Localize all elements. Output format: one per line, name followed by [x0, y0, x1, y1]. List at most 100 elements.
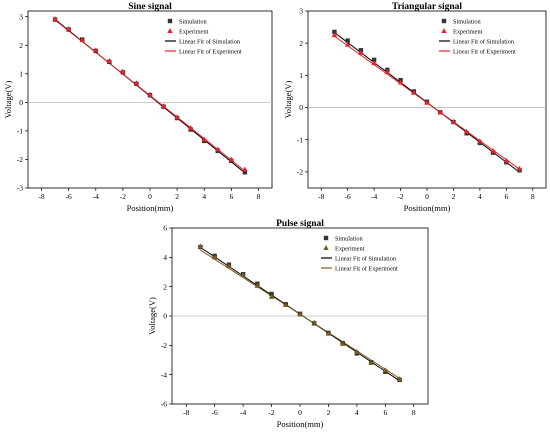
data-point: [242, 166, 248, 172]
legend-entry: Simulation: [179, 18, 207, 25]
x-tick-label: -2: [397, 192, 403, 201]
data-point: [424, 99, 430, 105]
legend-triangle-icon: [167, 28, 173, 33]
legend-triangle-icon: [441, 28, 447, 33]
data-point: [174, 114, 180, 120]
data-point: [215, 146, 221, 152]
x-tick-label: -6: [345, 192, 351, 201]
x-tick-label: 4: [478, 192, 482, 201]
data-point: [240, 271, 246, 277]
data-point: [368, 359, 374, 365]
x-axis-label: Position(mm): [277, 419, 324, 429]
legend-square-icon: [323, 235, 329, 241]
legend-entry: Simulation: [453, 18, 481, 25]
legend-entry: Experiment: [453, 28, 483, 35]
data-point: [160, 103, 167, 109]
data-point: [228, 156, 235, 162]
data-point: [332, 29, 337, 35]
x-tick-label: -6: [212, 408, 218, 417]
x-tick-label: -8: [38, 192, 44, 201]
y-tick-label: 6: [163, 224, 167, 233]
chart-panel-3: Pulse signal -8 -6 -4 -2 0 2 4 6 8 -6 -4 -2 0 2 4 6 Posit…: [147, 219, 429, 429]
y-tick-label: 1: [19, 69, 23, 78]
y-tick-label: -2: [161, 341, 167, 350]
x-tick-label: 0: [298, 408, 302, 417]
x-tick-label: -2: [120, 192, 126, 201]
x-tick-label: 0: [148, 192, 152, 201]
x-tick-label: 0: [425, 192, 429, 201]
legend-entry: Linear Fit of Experiment: [453, 48, 516, 55]
y-tick-label: 3: [299, 7, 303, 16]
data-point: [226, 263, 232, 269]
data-point: [242, 170, 248, 175]
data-point: [490, 147, 496, 153]
x-axis-label: Position(mm): [404, 203, 451, 213]
x-tick-label: -8: [183, 408, 189, 417]
y-tick-label: 2: [299, 39, 303, 48]
x-tick-label: 6: [383, 408, 387, 417]
data-point: [463, 128, 470, 134]
y-tick-label: -1: [297, 135, 303, 144]
data-point: [133, 80, 140, 86]
legend-square-icon: [441, 18, 447, 24]
data-point: [345, 38, 350, 43]
data-point: [268, 293, 275, 299]
x-tick-label: 6: [504, 192, 508, 201]
y-tick-label: 2: [19, 41, 23, 50]
x-tick-label: -6: [66, 192, 72, 201]
y-tick-label: -2: [17, 155, 23, 164]
chart-title: Triangular signal: [392, 2, 462, 12]
x-tick-label: 8: [531, 192, 535, 201]
data-point: [65, 25, 72, 31]
data-point: [397, 79, 404, 85]
x-tick-label: 4: [355, 408, 359, 417]
y-tick-label: 3: [19, 12, 23, 21]
data-point: [344, 41, 351, 47]
data-point: [211, 254, 218, 260]
data-point: [79, 37, 85, 43]
data-point: [339, 340, 346, 346]
legend-entry: Simulation: [335, 235, 363, 242]
legend-entry: Linear Fit of Simulation: [453, 38, 515, 45]
data-point: [331, 32, 338, 38]
data-point: [437, 109, 443, 115]
y-tick-label: -3: [17, 184, 23, 193]
data-point: [197, 243, 204, 249]
y-tick-label: -1: [17, 127, 23, 136]
y-tick-label: 0: [19, 98, 23, 107]
data-point: [52, 15, 58, 21]
chart-title: Pulse signal: [276, 219, 324, 229]
data-point: [93, 47, 99, 53]
x-tick-label: -4: [93, 192, 99, 201]
data-point: [477, 138, 483, 144]
data-point: [503, 157, 510, 163]
legend-square-icon: [167, 18, 173, 24]
x-tick-label: 4: [202, 192, 206, 201]
x-axis-label: Position(mm): [127, 203, 174, 213]
y-axis-label: Voltage(V): [3, 81, 13, 119]
data-point: [147, 91, 153, 97]
data-point: [325, 330, 332, 336]
x-tick-label: 6: [229, 192, 233, 201]
x-tick-label: 2: [327, 408, 331, 417]
data-point: [358, 49, 364, 55]
legend-entry: Linear Fit of Simulation: [335, 255, 397, 262]
legend-triangle-icon: [323, 245, 329, 250]
x-tick-label: 2: [452, 192, 456, 201]
y-tick-label: -6: [161, 400, 167, 409]
legend-entry: Experiment: [179, 28, 209, 35]
x-tick-label: 8: [257, 192, 261, 201]
y-tick-label: 2: [163, 282, 167, 291]
y-tick-label: 0: [163, 312, 167, 321]
data-point: [254, 282, 261, 288]
x-tick-label: -4: [240, 408, 246, 417]
data-point: [450, 119, 457, 125]
data-point: [297, 311, 303, 317]
legend-entry: Linear Fit of Experiment: [335, 265, 398, 272]
legend-entry: Linear Fit of Experiment: [179, 48, 242, 55]
y-axis-label: Voltage(V): [283, 81, 293, 119]
y-tick-label: 4: [163, 253, 167, 262]
chart-panel-2: Triangular signal -8 -6 -4 -2 0 2 4 6 8 -2 -1 0 1 2 3 Po…: [283, 2, 547, 213]
data-point: [201, 136, 207, 142]
